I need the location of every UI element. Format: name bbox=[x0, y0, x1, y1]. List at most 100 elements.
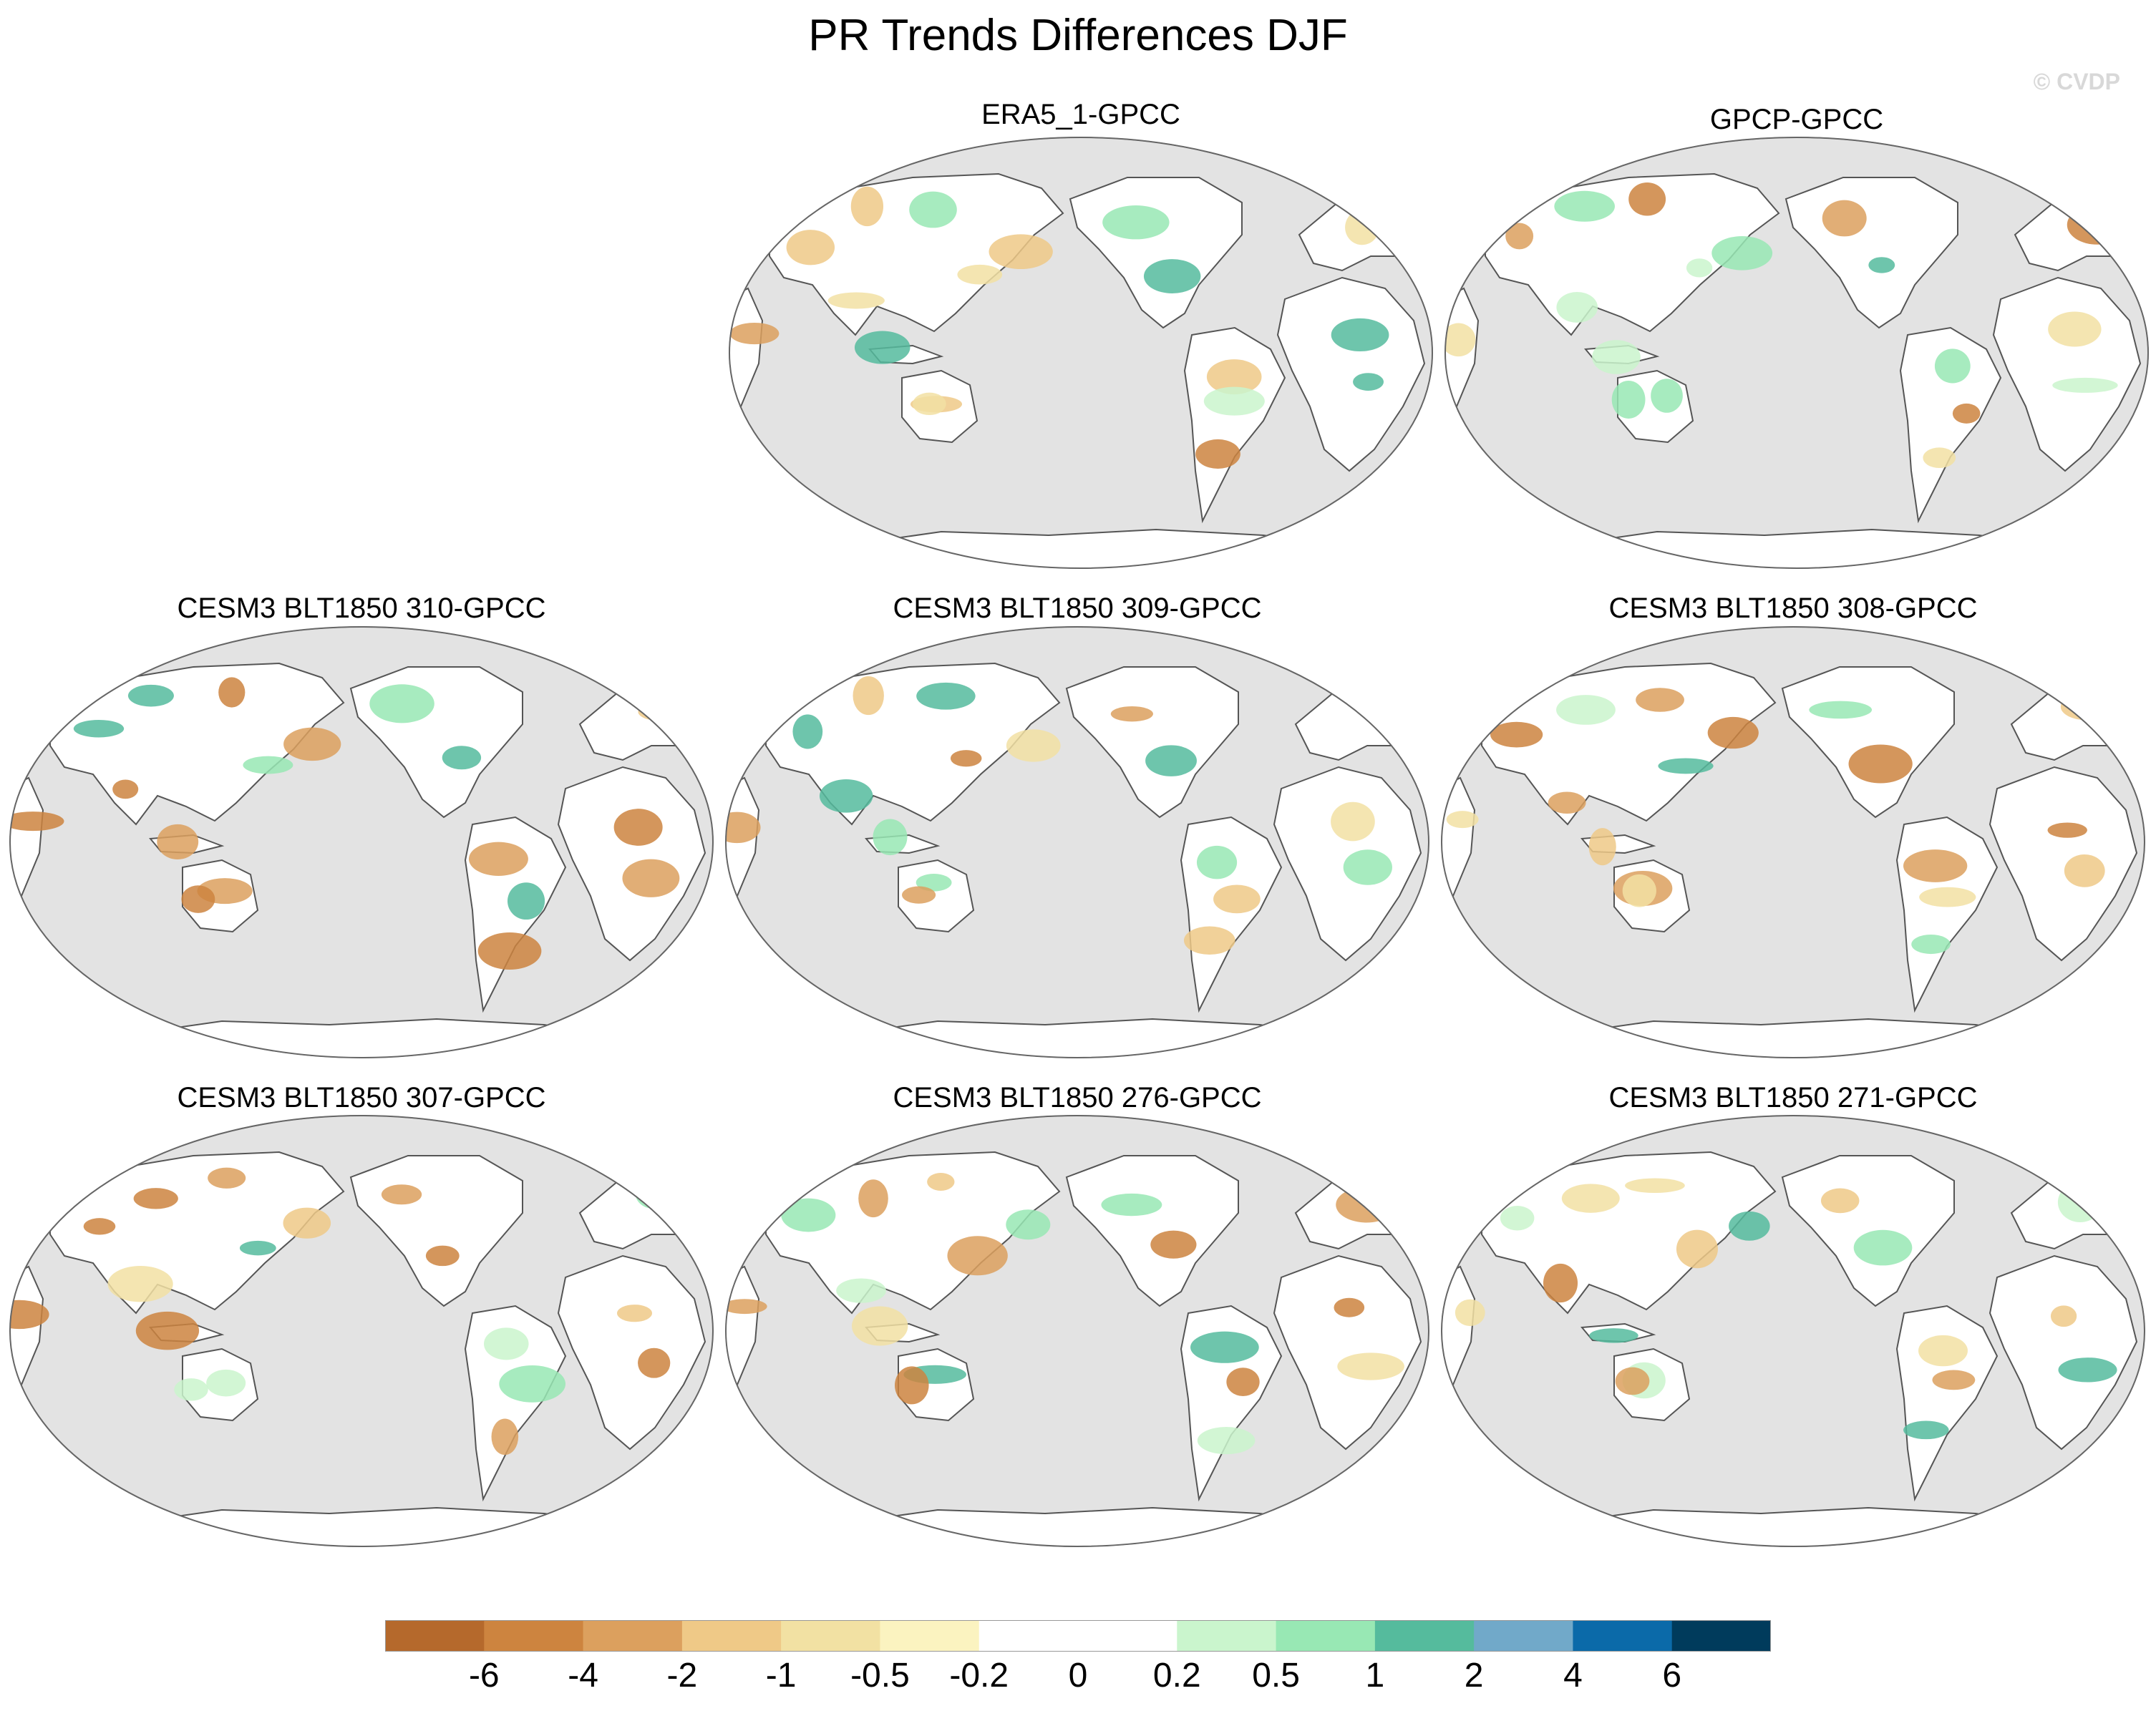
trend-patch bbox=[2050, 1305, 2077, 1327]
trend-patch bbox=[2047, 822, 2087, 838]
panel-title-271: CESM3 BLT1850 271-GPCC bbox=[1608, 1082, 1978, 1113]
trend-patch bbox=[902, 886, 936, 904]
trend-patch bbox=[1918, 1335, 1968, 1367]
trend-patch bbox=[1145, 745, 1197, 776]
trend-patch bbox=[1903, 1420, 1949, 1440]
trend-patch bbox=[127, 684, 174, 707]
colorbar-tick-label: 0 bbox=[1068, 1657, 1088, 1695]
trend-patch bbox=[381, 1184, 422, 1205]
colorbar-tick-label: -1 bbox=[765, 1657, 797, 1695]
trend-patch bbox=[617, 1305, 652, 1322]
colorbar-swatch bbox=[484, 1620, 584, 1652]
panel-title-era5: ERA5_1-GPCC bbox=[981, 99, 1180, 130]
colorbar-swatch bbox=[1474, 1620, 1573, 1652]
colorbar-tick-label: 4 bbox=[1563, 1657, 1583, 1695]
trend-patch bbox=[909, 191, 957, 228]
map-panel-5 bbox=[9, 1115, 714, 1547]
panel-title-310: CESM3 BLT1850 310-GPCC bbox=[177, 593, 546, 624]
map-border bbox=[724, 626, 1430, 1058]
trend-patch bbox=[894, 1366, 929, 1405]
trend-patch bbox=[1331, 801, 1375, 842]
colorbar-swatch bbox=[880, 1620, 980, 1652]
trend-patch bbox=[1588, 828, 1616, 866]
trend-patch bbox=[10, 1300, 49, 1330]
trend-patch bbox=[1226, 1368, 1260, 1397]
colorbar-swatch bbox=[1177, 1620, 1277, 1652]
trend-patch bbox=[1658, 758, 1714, 774]
trend-patch bbox=[638, 703, 681, 721]
trend-patch bbox=[1556, 695, 1616, 725]
colorbar-swatch bbox=[1276, 1620, 1376, 1652]
trend-patch bbox=[1809, 701, 1873, 719]
trend-patch bbox=[1707, 716, 1759, 749]
landmass-africa bbox=[557, 1254, 706, 1451]
trend-patch bbox=[2060, 693, 2113, 721]
trend-patch bbox=[243, 756, 293, 774]
trend-patch bbox=[1636, 688, 1684, 712]
trend-patch bbox=[507, 882, 545, 920]
colorbar-swatch bbox=[1671, 1620, 1771, 1652]
trend-patch bbox=[1952, 403, 1981, 424]
trend-patch bbox=[483, 1327, 529, 1360]
trend-patch bbox=[1195, 439, 1240, 469]
landmass-asia bbox=[1481, 662, 1777, 826]
trend-patch bbox=[1455, 1299, 1485, 1327]
map-panel-4 bbox=[1440, 626, 2146, 1058]
trend-patch bbox=[1203, 386, 1265, 416]
trend-patch bbox=[425, 1245, 460, 1267]
trend-patch bbox=[218, 677, 246, 708]
colorbar-swatch bbox=[1374, 1620, 1475, 1652]
trend-patch bbox=[73, 719, 125, 738]
trend-patch bbox=[1589, 1328, 1638, 1343]
trend-patch bbox=[107, 1265, 173, 1302]
trend-patch bbox=[1143, 259, 1201, 293]
map-border bbox=[9, 1115, 714, 1547]
trend-patch bbox=[1686, 258, 1713, 278]
trend-patch bbox=[1110, 706, 1153, 722]
trend-patch bbox=[1676, 1229, 1718, 1269]
trend-patch bbox=[181, 885, 215, 913]
trend-patch bbox=[1500, 1206, 1535, 1231]
trend-patch bbox=[1331, 318, 1389, 352]
trend-patch bbox=[854, 331, 911, 364]
trend-patch bbox=[792, 714, 823, 749]
trend-patch bbox=[1102, 205, 1170, 240]
trend-patch bbox=[1934, 348, 1971, 384]
map-panel-1 bbox=[1444, 137, 2150, 569]
trend-patch bbox=[1343, 849, 1392, 885]
colorbar-swatch bbox=[1573, 1620, 1673, 1652]
map-border bbox=[1444, 137, 2150, 569]
trend-patch bbox=[1006, 1209, 1051, 1240]
colorbar bbox=[385, 1620, 1771, 1652]
trend-patch bbox=[858, 1179, 888, 1218]
colorbar-swatch bbox=[781, 1620, 880, 1652]
trend-patch bbox=[1628, 182, 1666, 216]
trend-patch bbox=[853, 676, 884, 716]
colorbar-tick-label: -4 bbox=[568, 1657, 598, 1695]
trend-patch bbox=[1625, 1178, 1685, 1194]
trend-patch bbox=[1932, 1370, 1976, 1390]
trend-patch bbox=[112, 779, 139, 799]
trend-patch bbox=[989, 234, 1053, 270]
map-panel-7 bbox=[1440, 1115, 2146, 1547]
trend-patch bbox=[2057, 1182, 2103, 1222]
trend-patch bbox=[206, 1369, 246, 1397]
map-border bbox=[728, 137, 1434, 569]
trend-patch bbox=[369, 684, 434, 723]
trend-patch bbox=[1615, 1367, 1650, 1395]
trend-patch bbox=[781, 1198, 836, 1232]
panel-title-gpcp: GPCP-GPCC bbox=[1709, 104, 1884, 135]
trend-patch bbox=[1445, 323, 1476, 357]
colorbar-swatch bbox=[583, 1620, 683, 1652]
cvdp-watermark: © CVDP bbox=[2033, 69, 2120, 94]
colorbar-tick-label: -0.2 bbox=[949, 1657, 1009, 1695]
trend-patch bbox=[726, 1299, 767, 1315]
trend-patch bbox=[1190, 1331, 1259, 1363]
trend-patch bbox=[1611, 380, 1646, 419]
trend-patch bbox=[851, 1306, 908, 1346]
colorbar-labels: -6 -4 -2 -1 -0.5 -0.2 0 0.2 0.5 1 2 4 6 bbox=[0, 1656, 2156, 1699]
trend-patch bbox=[827, 292, 885, 309]
trend-patch bbox=[477, 932, 542, 970]
trend-patch bbox=[1206, 359, 1262, 395]
landmass-africa bbox=[1992, 276, 2142, 472]
